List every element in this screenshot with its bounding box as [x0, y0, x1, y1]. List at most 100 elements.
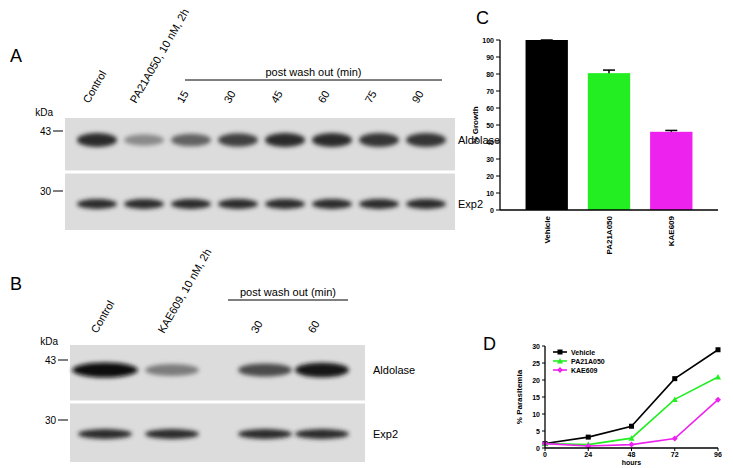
blot-gap	[70, 401, 365, 404]
point	[715, 374, 721, 380]
error-bar	[541, 40, 553, 41]
y-tick-label: 0	[536, 445, 540, 452]
y-tick	[542, 397, 545, 398]
band	[171, 199, 211, 209]
protein-label: Exp2	[373, 428, 398, 440]
kda-unit: kDa	[35, 107, 53, 118]
y-tick	[542, 380, 545, 381]
blot-film	[70, 345, 365, 462]
lane-label: 30	[248, 318, 265, 335]
band	[124, 134, 164, 146]
protein-label: Aldolase	[373, 364, 415, 376]
y-tick-label: 15	[532, 394, 540, 401]
lane-label: 60	[315, 88, 332, 105]
marker-label: 43	[40, 126, 52, 137]
y-tick-label: 5	[536, 428, 540, 435]
panel-letter: C	[476, 8, 489, 28]
category-label: Vehicle	[543, 215, 552, 243]
y-tick	[496, 176, 500, 177]
y-tick	[542, 363, 545, 364]
blot-film	[65, 118, 455, 230]
legend: VehiclePA21A050KAE609	[553, 349, 605, 374]
band	[171, 134, 211, 147]
y-tick	[496, 74, 500, 75]
group-line	[228, 300, 348, 301]
series-line	[545, 377, 718, 445]
y-tick-label: 50	[486, 122, 494, 129]
line-chart: D051015202530024487296hours% Parasitemia…	[483, 334, 722, 466]
point	[629, 424, 634, 429]
y-tick	[496, 125, 500, 126]
y-tick	[496, 91, 500, 92]
y-tick-label: 10	[486, 190, 494, 197]
error-cap	[541, 39, 553, 41]
group-label: post wash out (min)	[266, 66, 362, 78]
y-tick-label: 20	[532, 377, 540, 384]
panel-letter: D	[483, 334, 496, 354]
y-tick	[542, 414, 545, 415]
y-tick	[542, 346, 545, 347]
band	[406, 133, 446, 147]
error-bar	[665, 130, 677, 131]
y-axis-label: % Growth	[471, 106, 480, 143]
band	[265, 133, 305, 147]
figure: AControlPA21A050, 10 nM, 2h153045607590p…	[0, 0, 733, 468]
y-axis-label: % Parasitemia	[515, 369, 524, 424]
band	[77, 199, 117, 209]
blot-panel: AControlPA21A050, 10 nM, 2h153045607590p…	[10, 6, 500, 230]
x-tick-label: 0	[543, 451, 547, 458]
error-bar	[603, 70, 615, 73]
y-tick-label: 60	[486, 105, 494, 112]
band	[406, 199, 446, 209]
point	[672, 396, 678, 402]
band	[72, 363, 138, 378]
bar	[588, 73, 630, 210]
error-cap	[603, 69, 615, 71]
error-cap	[665, 130, 677, 132]
band	[312, 199, 352, 209]
x-tick-label: 48	[628, 451, 636, 458]
band	[124, 199, 164, 209]
blot-panel: BControlKAE609, 10 nM, 2h3060post wash o…	[10, 246, 415, 462]
y-tick-label: 30	[532, 343, 540, 350]
band	[312, 133, 352, 147]
point	[716, 347, 721, 352]
marker-dash	[53, 131, 63, 132]
y-tick-label: 70	[486, 88, 494, 95]
category-label: PA21A050	[605, 215, 614, 254]
legend-marker	[558, 350, 563, 355]
band	[77, 133, 117, 147]
bars	[526, 40, 693, 210]
marker-label: 30	[45, 415, 57, 426]
y-tick	[542, 431, 545, 432]
y-tick-label: 90	[486, 54, 494, 61]
legend-label: PA21A050	[571, 358, 605, 365]
marker-label: 30	[40, 186, 52, 197]
x-tick-label: 72	[671, 451, 679, 458]
band	[145, 429, 199, 439]
x-axis-label: hours	[622, 459, 642, 466]
y-tick-label: 0	[490, 207, 494, 214]
point	[672, 376, 677, 381]
band	[218, 133, 258, 147]
y-tick	[496, 210, 500, 211]
band	[295, 429, 349, 439]
band	[265, 199, 305, 209]
lane-label: PA21A050, 10 nM, 2h	[127, 6, 191, 105]
lane-label: Control	[80, 68, 108, 105]
band	[218, 199, 258, 209]
y-tick	[496, 40, 500, 41]
y-tick-label: 10	[532, 411, 540, 418]
band	[238, 363, 292, 376]
lane-label: 75	[362, 88, 379, 105]
y-tick-label: 25	[532, 360, 540, 367]
point	[586, 435, 591, 440]
point	[715, 397, 721, 403]
lane-label: Control	[88, 298, 116, 335]
legend-label: KAE609	[571, 367, 598, 374]
y-tick-label: 30	[486, 156, 494, 163]
lane-label: 60	[305, 318, 322, 335]
legend-marker	[557, 367, 563, 373]
legend-marker	[557, 358, 563, 364]
x-axis	[500, 209, 718, 210]
